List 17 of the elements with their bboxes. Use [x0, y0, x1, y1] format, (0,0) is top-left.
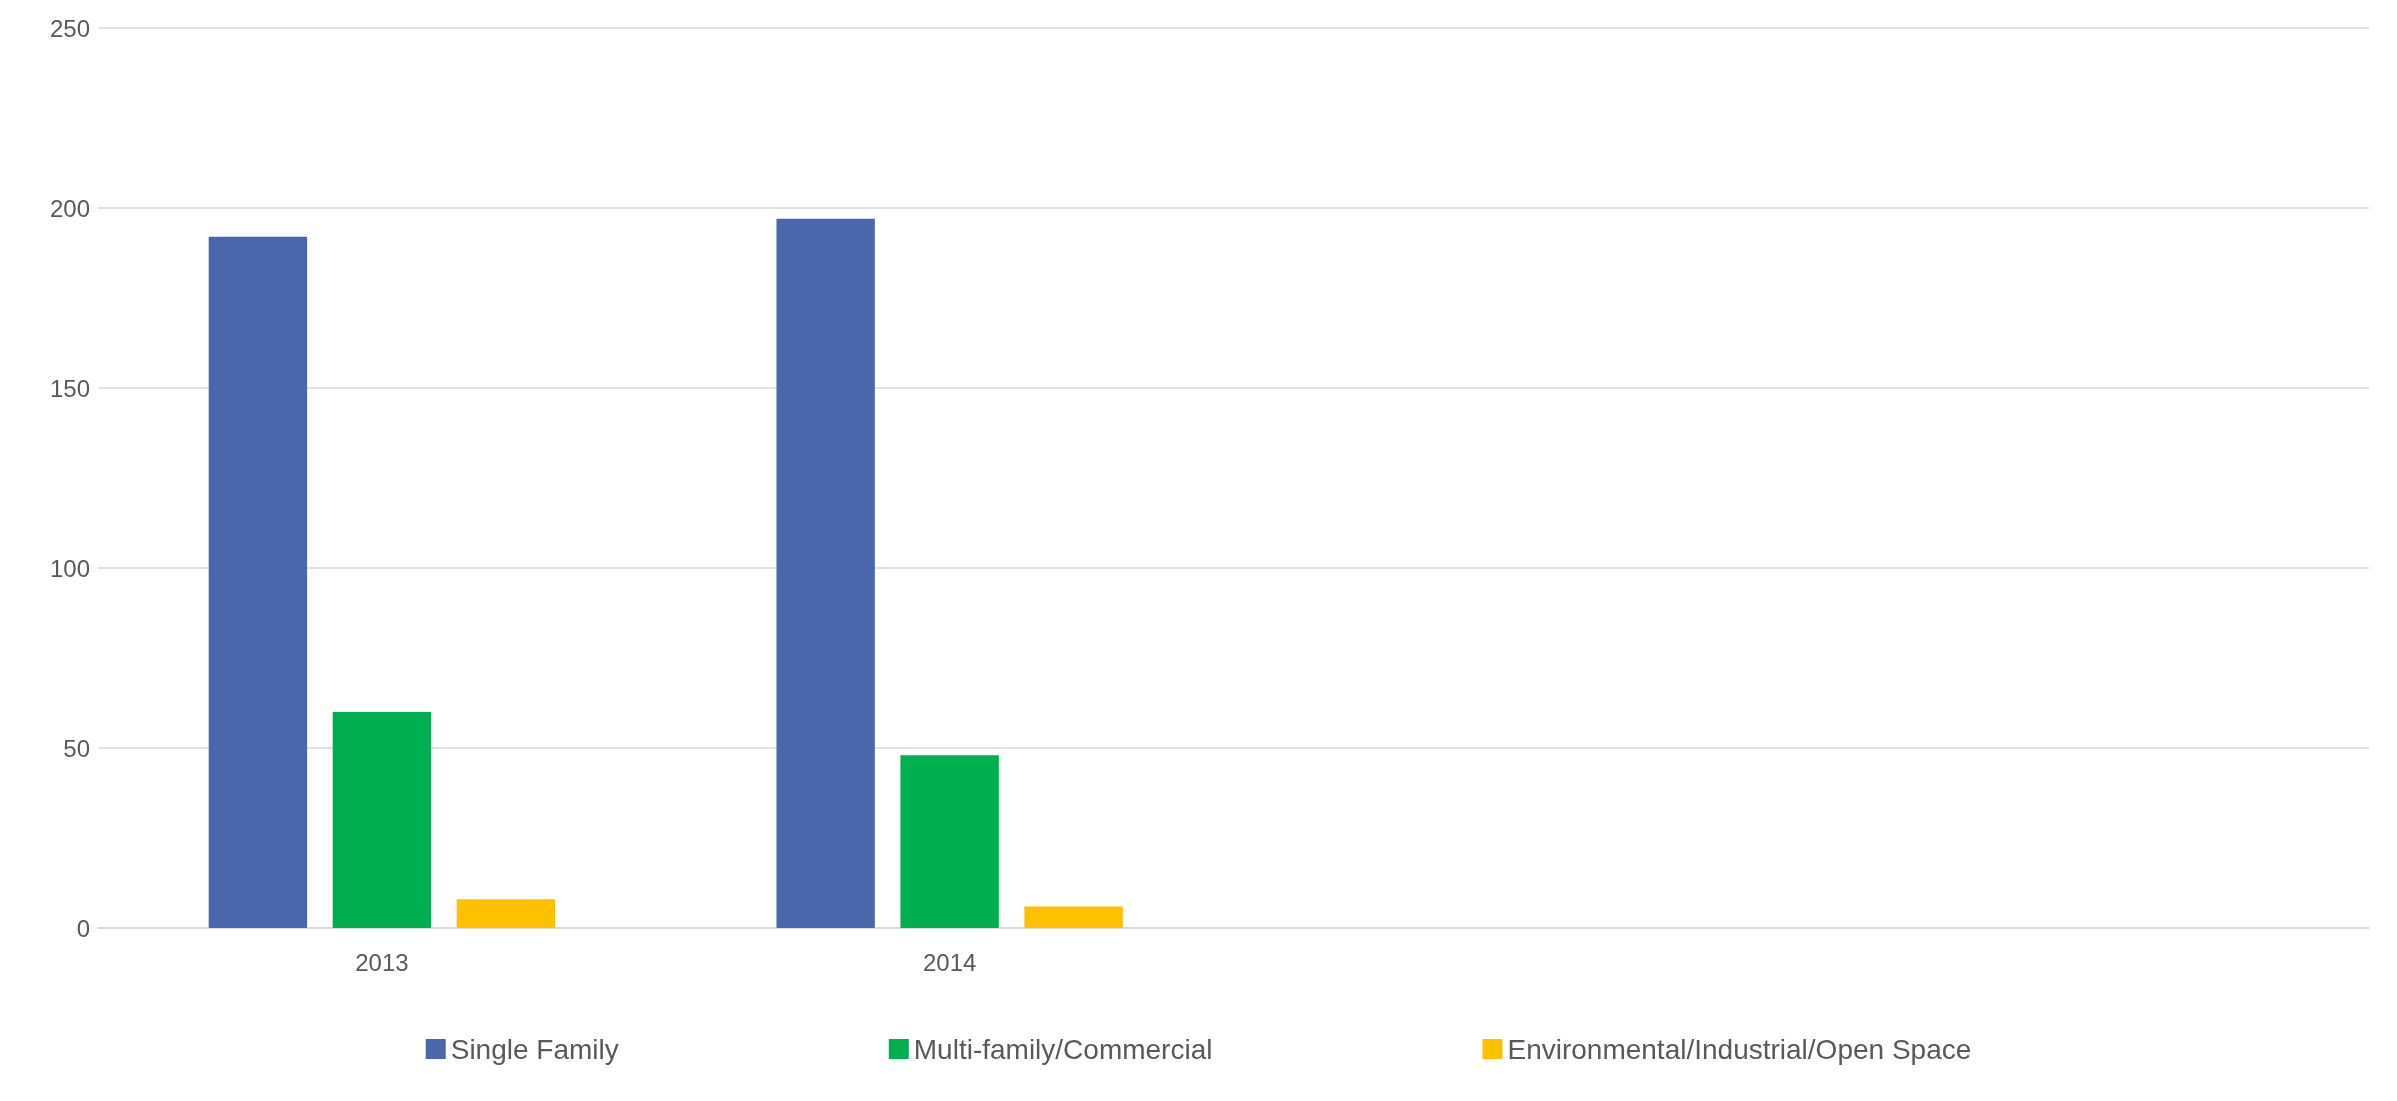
x-tick-label: 2013 [355, 948, 409, 976]
legend-label: Multi-family/Commercial [913, 1033, 1213, 1065]
bar [456, 899, 556, 928]
y-tick-label: 0 [76, 914, 90, 942]
legend-label: Environmental/Industrial/Open Space [1507, 1033, 1972, 1065]
y-tick-label: 200 [49, 194, 90, 222]
y-tick-label: 150 [49, 374, 90, 402]
y-tick-label: 250 [49, 14, 90, 42]
y-tick-label: 50 [63, 734, 90, 762]
bar [208, 236, 308, 928]
legend-label: Single Family [450, 1033, 619, 1065]
bar [1024, 906, 1123, 928]
y-tick-label: 100 [49, 554, 90, 582]
bar [776, 218, 875, 928]
bar [900, 755, 999, 928]
bar [332, 712, 432, 928]
x-tick-label: 2014 [922, 948, 977, 976]
